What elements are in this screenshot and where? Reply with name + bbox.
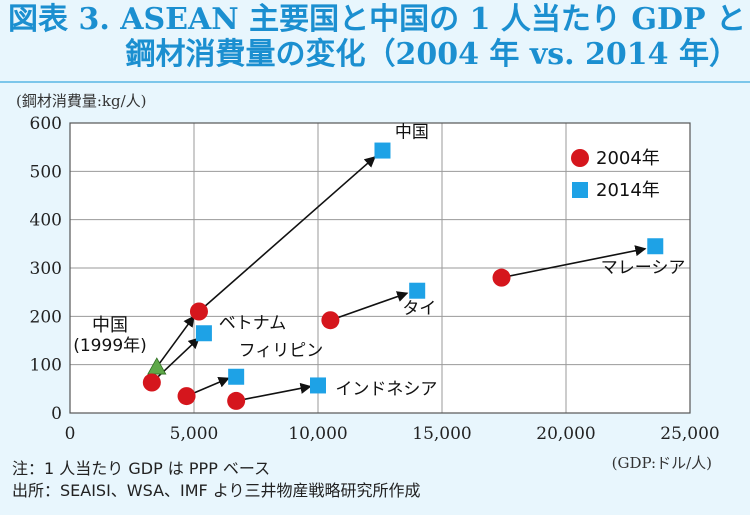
y-tick-label: 300	[30, 259, 62, 279]
y-axis-label: (鋼材消費量:kg/人)	[16, 92, 147, 110]
data-point-2014	[374, 142, 391, 159]
data-point-china-1999	[147, 357, 167, 375]
x-tick-label: 25,000	[660, 424, 719, 444]
data-point-2004	[492, 268, 511, 287]
data-point-2014	[228, 368, 245, 385]
trend-arrow	[156, 315, 195, 368]
chart-title: 図表 3. ASEAN 主要国と中国の 1 人当たり GDP と 鋼材消費量の変…	[8, 2, 747, 72]
footer: 注：1 人当たり GDP は PPP ベース 出所：SEAISI、WSA、IMF…	[12, 458, 742, 502]
x-tick-label: 20,000	[536, 424, 595, 444]
legend-label: 2004年	[596, 148, 660, 169]
source-note: 出所：SEAISI、WSA、IMF より三井物産戦略研究所作成	[12, 481, 421, 500]
grid	[69, 122, 691, 414]
title-line-1: 図表 3. ASEAN 主要国と中国の 1 人当たり GDP と	[8, 2, 747, 37]
trend-arrow	[236, 382, 312, 402]
x-axis-label: (GDP:ドル/人)	[611, 454, 712, 472]
title-line-2: 鋼材消費量の変化（2004 年 vs. 2014 年）	[125, 37, 739, 72]
country-label: マレーシア	[601, 258, 686, 278]
china-1999-label: (1999年)	[73, 336, 147, 356]
title-rule	[0, 81, 750, 83]
legend: 2004年 2014年	[571, 148, 660, 201]
y-tick-label: 400	[30, 211, 62, 231]
data-point-2004	[189, 302, 208, 321]
data-point-2004	[227, 391, 246, 410]
footnote: 注：1 人当たり GDP は PPP ベース	[12, 459, 271, 478]
country-label: ベトナム	[219, 313, 286, 333]
data-point-2004	[177, 387, 196, 406]
y-tick-label: 0	[51, 404, 62, 424]
data-point-2004	[142, 373, 161, 392]
china-1999-label: 中国	[92, 315, 128, 336]
x-tick-label: 15,000	[412, 424, 471, 444]
data-point-2014	[647, 238, 664, 255]
trend-arrow	[198, 156, 376, 313]
x-tick-label: 0	[65, 424, 76, 444]
data-point-2014	[195, 325, 212, 342]
country-label: フィリピン	[239, 341, 324, 361]
data-points	[142, 142, 664, 410]
y-tick-label: 100	[30, 356, 62, 376]
data-point-2014	[310, 377, 326, 394]
x-tick-label: 5,000	[170, 424, 219, 444]
trend-arrow	[330, 291, 409, 321]
legend-marker-2014	[572, 182, 588, 198]
trend-arrow	[501, 245, 647, 279]
plot-frame	[69, 122, 691, 414]
legend-marker-2004	[571, 149, 589, 167]
x-tick-label: 10,000	[288, 424, 347, 444]
country-label: 中国	[395, 123, 429, 143]
legend-label: 2014年	[596, 180, 660, 201]
axes: 0 100 200 300 400 500 600 0 5,000 10,000 15,000 20,…	[30, 114, 720, 444]
country-label: タイ	[402, 299, 436, 319]
data-point-2004	[321, 311, 340, 330]
y-tick-label: 500	[30, 162, 62, 182]
trend-arrow	[151, 337, 200, 384]
country-label: インドネシア	[335, 380, 437, 400]
data-point-2014	[409, 282, 426, 299]
y-tick-label: 600	[30, 114, 62, 134]
y-tick-label: 200	[30, 307, 62, 327]
